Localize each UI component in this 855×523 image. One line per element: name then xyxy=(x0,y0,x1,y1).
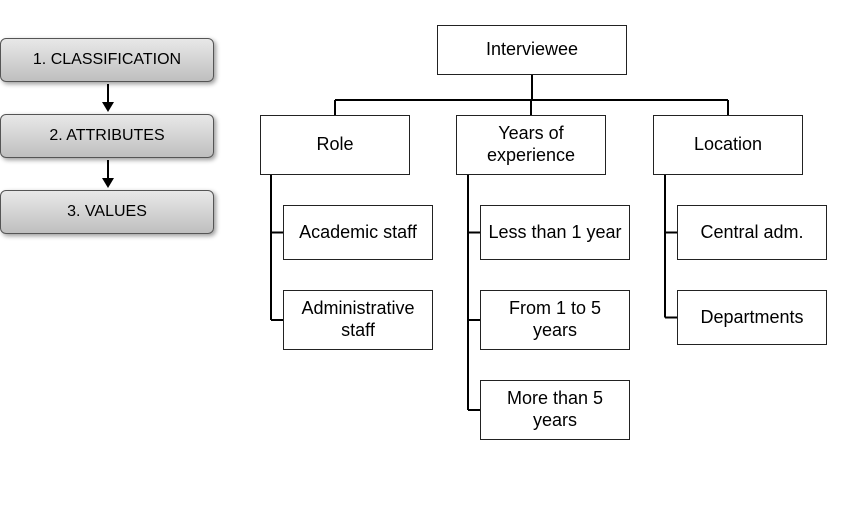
sidebar-step-classification: 1. CLASSIFICATION xyxy=(0,38,214,82)
tree-value: Academic staff xyxy=(283,205,433,260)
tree-value: Administrative staff xyxy=(283,290,433,350)
arrow-down-icon xyxy=(0,82,216,114)
tree-root: Interviewee xyxy=(437,25,627,75)
tree-value: More than 5 years xyxy=(480,380,630,440)
sidebar-step-label: 3. VALUES xyxy=(67,203,147,221)
tree-attribute: Role xyxy=(260,115,410,175)
tree-attribute: Years of experience xyxy=(456,115,606,175)
sidebar: 1. CLASSIFICATION 2. ATTRIBUTES 3. VALUE… xyxy=(0,38,216,234)
tree-value: Departments xyxy=(677,290,827,345)
tree-diagram: Interviewee Role Academic staff Administrat… xyxy=(225,0,845,523)
tree-value: Central adm. xyxy=(677,205,827,260)
arrow-down-icon xyxy=(0,158,216,190)
sidebar-step-attributes: 2. ATTRIBUTES xyxy=(0,114,214,158)
tree-value: Less than 1 year xyxy=(480,205,630,260)
tree-connectors xyxy=(225,0,845,523)
tree-attribute: Location xyxy=(653,115,803,175)
tree-value: From 1 to 5 years xyxy=(480,290,630,350)
sidebar-step-values: 3. VALUES xyxy=(0,190,214,234)
sidebar-step-label: 1. CLASSIFICATION xyxy=(33,51,181,69)
sidebar-step-label: 2. ATTRIBUTES xyxy=(49,127,164,145)
